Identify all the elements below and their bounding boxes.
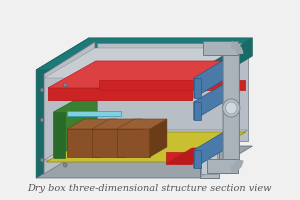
Polygon shape: [203, 41, 238, 55]
Circle shape: [63, 163, 67, 167]
Polygon shape: [125, 119, 142, 157]
FancyBboxPatch shape: [223, 53, 239, 166]
Polygon shape: [97, 43, 248, 141]
Circle shape: [40, 88, 44, 92]
Polygon shape: [48, 61, 240, 88]
Polygon shape: [67, 119, 117, 129]
Polygon shape: [194, 76, 237, 120]
Polygon shape: [194, 78, 202, 98]
Polygon shape: [207, 159, 238, 173]
Polygon shape: [194, 102, 202, 120]
Polygon shape: [194, 124, 237, 168]
Polygon shape: [92, 129, 125, 157]
Polygon shape: [200, 38, 252, 88]
Polygon shape: [44, 130, 247, 160]
Polygon shape: [166, 148, 218, 164]
Polygon shape: [166, 152, 192, 164]
Polygon shape: [67, 129, 100, 157]
Polygon shape: [54, 112, 65, 158]
Polygon shape: [117, 129, 150, 157]
Polygon shape: [150, 119, 167, 157]
Polygon shape: [100, 119, 117, 157]
Polygon shape: [117, 119, 167, 129]
Polygon shape: [44, 42, 95, 174]
Polygon shape: [200, 70, 219, 178]
Polygon shape: [92, 119, 142, 129]
Polygon shape: [36, 38, 252, 70]
Polygon shape: [46, 132, 246, 162]
Polygon shape: [36, 146, 252, 178]
Polygon shape: [202, 74, 217, 174]
Circle shape: [226, 102, 237, 114]
Circle shape: [40, 158, 44, 162]
Text: Dry box three-dimensional structure section view: Dry box three-dimensional structure sect…: [27, 184, 272, 193]
Circle shape: [40, 118, 44, 122]
Polygon shape: [36, 38, 89, 178]
Polygon shape: [99, 80, 245, 90]
Polygon shape: [194, 52, 237, 98]
Polygon shape: [54, 88, 97, 158]
Polygon shape: [67, 111, 121, 116]
Polygon shape: [44, 48, 247, 78]
Circle shape: [63, 83, 67, 87]
Circle shape: [223, 99, 240, 117]
Polygon shape: [194, 150, 202, 168]
Polygon shape: [48, 88, 192, 100]
